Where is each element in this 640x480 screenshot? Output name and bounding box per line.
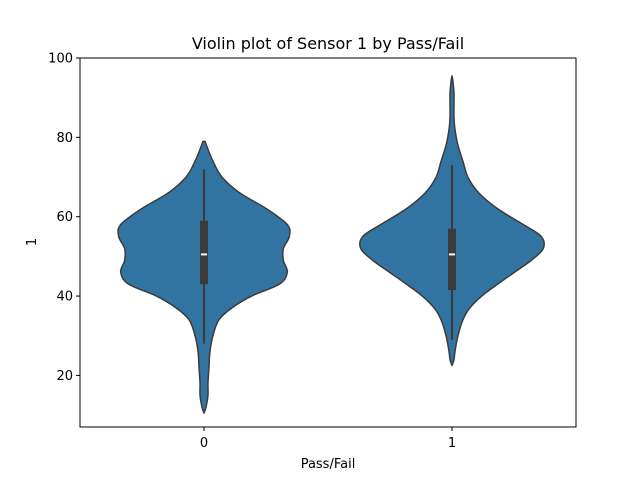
- y-axis-label: 1: [25, 238, 40, 246]
- x-tick-label: 1: [448, 436, 456, 451]
- chart-title: Violin plot of Sensor 1 by Pass/Fail: [192, 34, 464, 53]
- violin-iqr-box-0: [200, 220, 208, 285]
- y-tick-label: 40: [56, 290, 73, 305]
- x-tick-label: 0: [200, 436, 208, 451]
- y-tick-label: 60: [56, 210, 73, 225]
- plot-frame: [79, 57, 577, 428]
- violin-iqr-box-1: [448, 228, 456, 291]
- y-tick-label: 100: [48, 52, 73, 67]
- y-tick-label: 80: [56, 131, 73, 146]
- x-axis-label: Pass/Fail: [301, 457, 356, 472]
- y-tick-label: 20: [56, 369, 73, 384]
- y-axis-ticks: 20 40 60 80 100: [48, 52, 80, 384]
- violins-group: [117, 75, 545, 414]
